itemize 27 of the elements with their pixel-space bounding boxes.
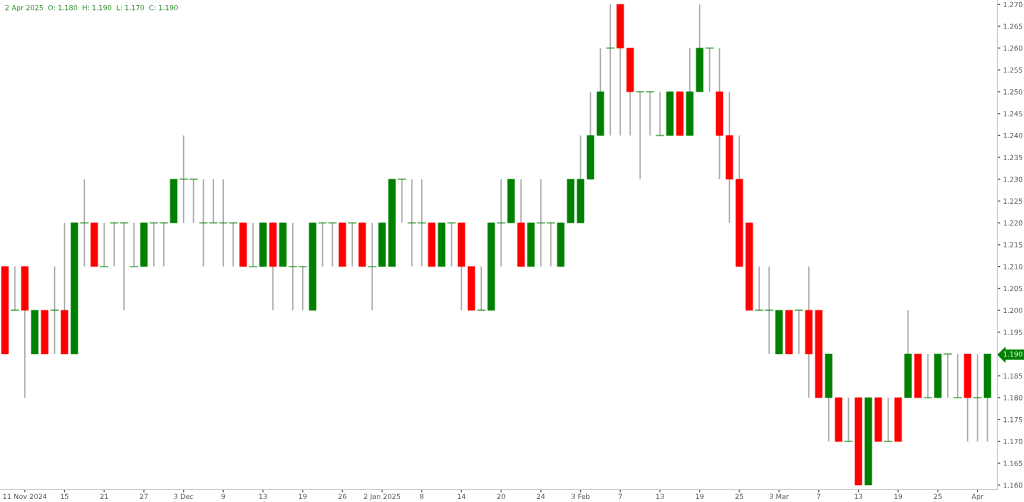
candlestick	[705, 47, 714, 93]
candlestick	[397, 178, 407, 224]
candlestick	[844, 396, 853, 443]
candlestick	[149, 222, 158, 268]
candlestick	[119, 222, 129, 311]
candlestick	[348, 222, 357, 268]
candlestick	[189, 178, 198, 224]
candlestick	[229, 222, 238, 268]
candlestick	[606, 3, 615, 137]
candlestick	[80, 178, 89, 268]
candlestick	[536, 178, 546, 268]
candlestick	[109, 222, 119, 268]
candlestick	[546, 222, 555, 268]
candlestick	[417, 178, 426, 268]
candlestick	[199, 178, 208, 268]
candlestick	[973, 353, 982, 443]
candlestick	[50, 265, 59, 355]
candlestick	[179, 134, 188, 224]
candlestick	[159, 222, 168, 268]
candlestick	[447, 222, 456, 268]
candlestick	[943, 353, 952, 399]
candlestick	[318, 222, 327, 268]
candlestick	[497, 178, 506, 268]
candlestick	[328, 222, 337, 268]
candlestick	[219, 178, 228, 268]
candlestick	[407, 178, 417, 268]
candlestick	[209, 178, 218, 224]
